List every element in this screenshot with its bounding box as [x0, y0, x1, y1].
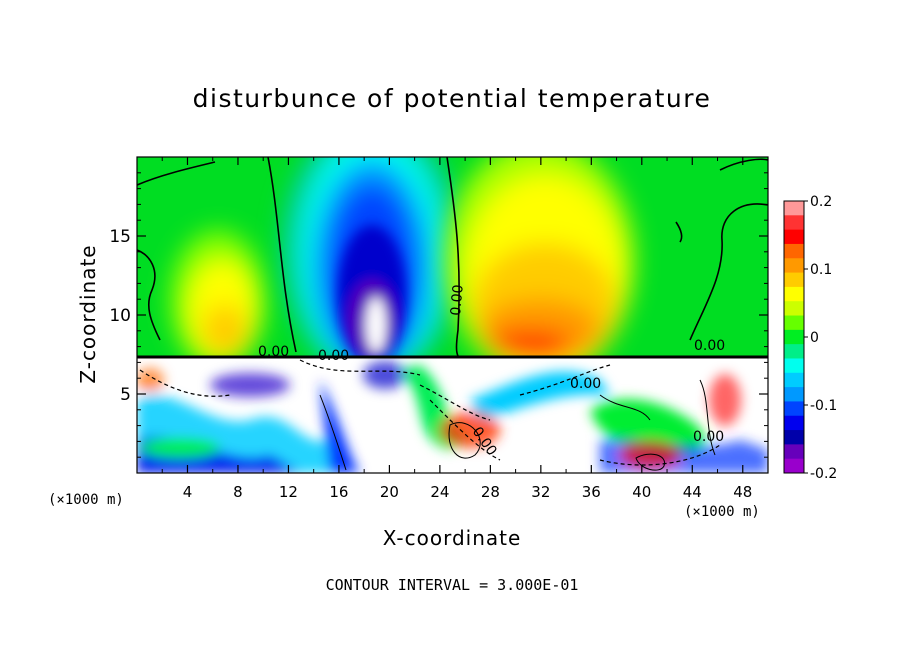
x-tick-label: 40: [632, 483, 651, 501]
colorbar-swatch: [784, 201, 804, 216]
contour-dashed: [139, 359, 721, 466]
contour-zero-5: [719, 158, 768, 171]
contour-label: 0.00: [570, 376, 601, 392]
contour-label: 0.00: [694, 338, 725, 354]
positive-plume-right: [445, 157, 635, 380]
contour-thin: [319, 379, 716, 471]
negative-core: [338, 225, 406, 365]
colorbar-swatch: [784, 458, 804, 474]
contour-label: 0.00: [318, 348, 349, 364]
colorbar-ticks: 0.2 0.1 0 -0.1 -0.2: [804, 194, 837, 482]
y-axis: 5 10 15: [109, 172, 768, 458]
colorbar-swatch: [784, 243, 804, 259]
colorbar-tick-label: -0.1: [810, 398, 837, 414]
x-tick-label: 28: [481, 483, 500, 501]
positive-plume-left: [170, 230, 266, 370]
y-axis-label: Z-coordinate: [76, 244, 100, 384]
contour-labels: 0.00 0.00 0.00 0.00 0.00 0.00 0.00: [258, 284, 725, 459]
x-tick-label: 16: [329, 483, 348, 501]
y-tick-label: 10: [109, 306, 131, 326]
x-tick-label: 8: [233, 483, 243, 501]
colorbar-swatch: [784, 372, 804, 388]
x-unit-label: (×1000 m): [684, 504, 760, 520]
colorbar-swatch: [784, 272, 804, 288]
colorbar-swatch: [784, 258, 804, 274]
colorbar-swatch: [784, 329, 804, 345]
contour-zero-1: [137, 161, 216, 186]
x-tick-label: 12: [279, 483, 298, 501]
colorbar-tick-label: 0.1: [810, 262, 832, 278]
colorbar-swatch: [784, 315, 804, 331]
contour-zero-3: [267, 157, 297, 353]
x-tick-label: 4: [183, 483, 193, 501]
x-axis-label: X-coordinate: [382, 526, 522, 550]
contour-lines: [137, 157, 768, 357]
contour-zero-7: [675, 221, 683, 243]
colorbar-swatch: [784, 401, 804, 417]
colorbar-swatch: [784, 229, 804, 245]
colorbar-tick-label: 0: [810, 330, 819, 346]
contour-zero-6: [689, 203, 768, 341]
colorbar-swatch: [784, 215, 804, 231]
colorbar-swatch: [784, 387, 804, 402]
colorbar-swatch: [784, 286, 804, 302]
x-axis: 4 8 12 16 20 24 28 32 36 40 44 48: [161, 157, 752, 501]
y-tick-label: 5: [120, 385, 131, 405]
colorbar-tick-label: -0.2: [810, 466, 837, 482]
colorbar-swatch: [784, 444, 804, 460]
z-unit-label: (×1000 m): [48, 492, 124, 508]
y-tick-label: 15: [109, 227, 131, 247]
colorbar-swatch: [784, 301, 804, 317]
x-tick-label: 36: [582, 483, 601, 501]
x-tick-label: 20: [380, 483, 399, 501]
heatmap-field: [137, 157, 768, 473]
contour-label: 0.00: [448, 284, 467, 316]
boundary-layer-eddies: [137, 361, 768, 473]
contour-zero-2: [137, 249, 161, 341]
x-tick-label: 44: [683, 483, 702, 501]
x-tick-label: 24: [430, 483, 449, 501]
contour-label: 0.00: [693, 429, 724, 445]
contour-label: 0.00: [258, 344, 289, 360]
colorbar-swatch: [784, 415, 804, 431]
colorbar-swatch: [784, 344, 804, 359]
contour-zero-4: [446, 157, 460, 357]
contour-interval-note: CONTOUR INTERVAL = 3.000E-01: [325, 576, 579, 594]
colorbar-tick-label: 0.2: [810, 194, 832, 210]
colorbar-swatch: [784, 358, 804, 374]
colorbar: [783, 200, 805, 474]
x-tick-label: 48: [733, 483, 752, 501]
colorbar-swatch: [784, 430, 804, 445]
x-tick-label: 32: [531, 483, 550, 501]
chart-title: disturbunce of potential temperature: [192, 84, 712, 113]
